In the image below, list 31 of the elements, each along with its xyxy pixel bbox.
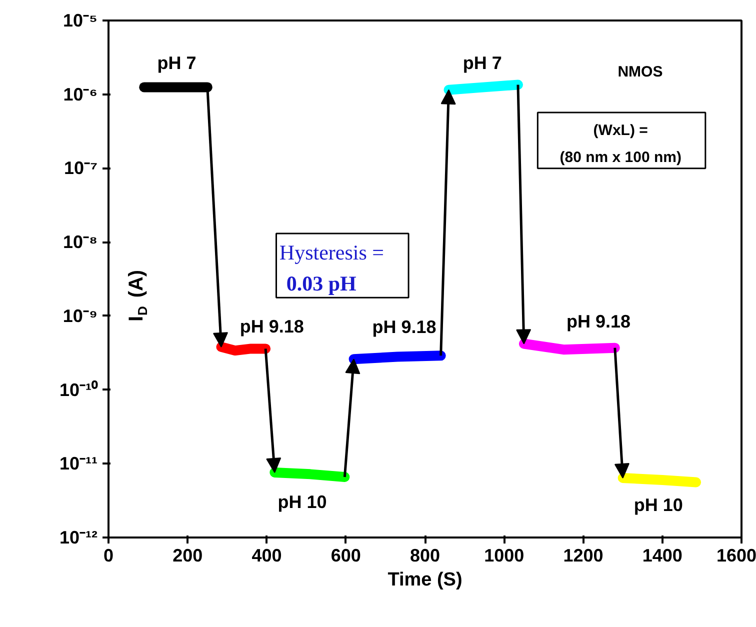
x-tick-label: 1000 [484, 546, 524, 566]
y-tick-label: 10⁻⁶ [63, 84, 98, 104]
x-tick-label: 400 [252, 546, 282, 566]
annotation: pH 7 [157, 53, 196, 74]
y-axis-title: ID (A) [126, 270, 150, 322]
annotation: (WxL) = [593, 122, 648, 140]
annotation: NMOS [618, 64, 663, 81]
annotation: pH 9.18 [240, 316, 304, 337]
x-tick-label: 600 [330, 546, 361, 566]
annotation: 0.03 pH [286, 272, 356, 296]
x-tick-label: 200 [172, 546, 203, 566]
annotation: pH 9.18 [372, 316, 436, 337]
x-axis-title: Time (S) [388, 570, 462, 590]
annotation: pH 10 [278, 492, 327, 512]
y-tick-label: 10⁻¹¹ [59, 454, 98, 474]
x-tick-label: 1200 [563, 546, 604, 566]
x-tick-label: 800 [410, 546, 440, 566]
annotation: pH 10 [634, 495, 683, 516]
x-tick-label: 1600 [716, 546, 756, 566]
annotation: pH 7 [462, 53, 502, 74]
annotation: Hysteresis = [279, 240, 384, 265]
annotation: (80 nm x 100 nm) [560, 149, 682, 166]
y-tick-label: 10⁻⁵ [63, 10, 98, 30]
y-tick-label: 10⁻¹⁰ [59, 380, 98, 400]
x-tick-label: 1400 [642, 546, 682, 566]
y-tick-label: 10⁻¹² [59, 528, 98, 548]
annotation: pH 9.18 [566, 312, 630, 332]
y-tick-label: 10⁻⁹ [62, 306, 98, 326]
x-tick-label: 0 [103, 546, 114, 566]
y-tick-label: 10⁻⁷ [64, 158, 98, 178]
y-tick-label: 10⁻⁸ [62, 232, 98, 252]
